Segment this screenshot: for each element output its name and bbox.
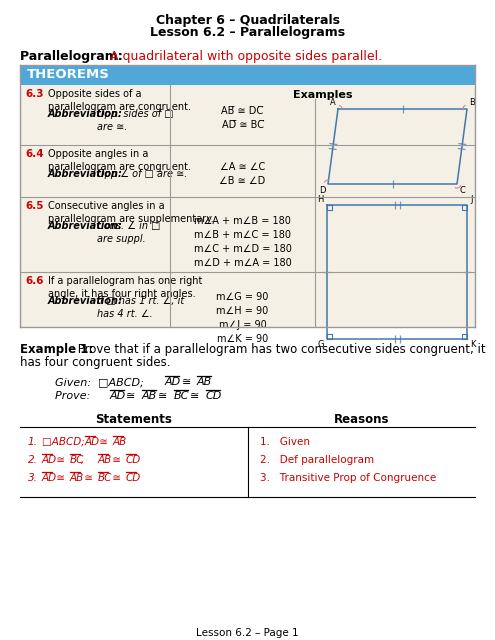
Text: 6.6: 6.6 bbox=[25, 276, 44, 286]
Text: ≅: ≅ bbox=[126, 391, 135, 401]
Text: Statements: Statements bbox=[96, 413, 172, 426]
Text: BC: BC bbox=[174, 391, 190, 401]
Bar bbox=[20, 85, 475, 327]
Text: 6.4: 6.4 bbox=[25, 149, 44, 159]
Text: 6.3: 6.3 bbox=[25, 89, 44, 99]
Text: G: G bbox=[317, 340, 324, 349]
Text: 3.: 3. bbox=[28, 473, 38, 483]
Text: ≅: ≅ bbox=[182, 377, 198, 387]
Text: J: J bbox=[470, 195, 473, 204]
Text: ∠A ≅ ∠C
∠B ≅ ∠D: ∠A ≅ ∠C ∠B ≅ ∠D bbox=[219, 162, 266, 186]
Text: CD: CD bbox=[126, 455, 141, 465]
Text: Lesson 6.2 – Page 1: Lesson 6.2 – Page 1 bbox=[196, 628, 299, 638]
Text: 2.: 2. bbox=[28, 455, 38, 465]
Text: CD: CD bbox=[206, 391, 222, 401]
Text: Chapter 6 – Quadrilaterals: Chapter 6 – Quadrilaterals bbox=[155, 14, 340, 27]
Text: Given:  □ABCD;: Given: □ABCD; bbox=[55, 377, 151, 387]
Text: BC: BC bbox=[70, 455, 84, 465]
Text: ,: , bbox=[81, 455, 91, 465]
Text: B: B bbox=[469, 98, 475, 107]
Text: AD: AD bbox=[42, 473, 57, 483]
Text: Opposite sides of a
parallelogram are congruent.: Opposite sides of a parallelogram are co… bbox=[48, 89, 191, 112]
Text: ≅: ≅ bbox=[109, 455, 125, 465]
Text: ≅: ≅ bbox=[158, 391, 167, 401]
Text: Abbreviation:: Abbreviation: bbox=[48, 169, 126, 179]
Text: Abbreviation:: Abbreviation: bbox=[48, 109, 126, 119]
Text: AD: AD bbox=[42, 455, 57, 465]
Text: If a parallelogram has one right
angle, it has four right angles.: If a parallelogram has one right angle, … bbox=[48, 276, 202, 299]
Text: m∠G = 90
m∠H = 90
m∠J = 90
m∠K = 90: m∠G = 90 m∠H = 90 m∠J = 90 m∠K = 90 bbox=[216, 291, 269, 344]
Text: AB: AB bbox=[98, 455, 112, 465]
Text: Opposite angles in a
parallelogram are congruent.: Opposite angles in a parallelogram are c… bbox=[48, 149, 191, 172]
Text: ≅: ≅ bbox=[96, 437, 111, 447]
Text: Lesson 6.2 – Parallelograms: Lesson 6.2 – Parallelograms bbox=[150, 26, 345, 39]
Text: AD: AD bbox=[165, 377, 181, 387]
Text: Abbreviation:: Abbreviation: bbox=[48, 221, 126, 231]
Text: A quadrilateral with opposite sides parallel.: A quadrilateral with opposite sides para… bbox=[110, 50, 382, 63]
Text: Prove:: Prove: bbox=[55, 391, 98, 401]
Text: ≅: ≅ bbox=[190, 391, 199, 401]
Text: 3.   Transitive Prop of Congruence: 3. Transitive Prop of Congruence bbox=[260, 473, 436, 483]
Text: Prove that if a parallelogram has two consecutive sides congruent, it: Prove that if a parallelogram has two co… bbox=[74, 343, 486, 356]
Text: AB: AB bbox=[197, 377, 212, 387]
Bar bbox=[20, 65, 475, 85]
Text: THEOREMS: THEOREMS bbox=[27, 68, 110, 81]
Text: AD: AD bbox=[110, 391, 126, 401]
Text: Parallelogram:: Parallelogram: bbox=[20, 50, 132, 63]
Text: ≅: ≅ bbox=[53, 473, 69, 483]
Text: AB: AB bbox=[142, 391, 157, 401]
Text: D: D bbox=[319, 186, 326, 195]
Text: AB: AB bbox=[112, 437, 127, 447]
Text: Examples: Examples bbox=[293, 90, 352, 100]
Text: CD: CD bbox=[126, 473, 141, 483]
Text: Example 1:: Example 1: bbox=[20, 343, 93, 356]
Text: K: K bbox=[470, 340, 476, 349]
Text: 1.   Given: 1. Given bbox=[260, 437, 310, 447]
Text: BC: BC bbox=[98, 473, 112, 483]
Text: AB: AB bbox=[70, 473, 84, 483]
Text: If □ has 1 rt. ∠, it
has 4 rt. ∠.: If □ has 1 rt. ∠, it has 4 rt. ∠. bbox=[97, 296, 184, 319]
Text: AB̅ ≅ DC̅
AD̅ ≅ BC̅: AB̅ ≅ DC̅ AD̅ ≅ BC̅ bbox=[221, 106, 263, 130]
Text: Cons. ∠ in □
are suppl.: Cons. ∠ in □ are suppl. bbox=[97, 221, 160, 244]
Text: Consecutive angles in a
parallelogram are supplementary.: Consecutive angles in a parallelogram ar… bbox=[48, 201, 214, 224]
Text: C: C bbox=[459, 186, 465, 195]
Text: 1.: 1. bbox=[28, 437, 38, 447]
Text: □ABCD;: □ABCD; bbox=[42, 437, 91, 447]
Text: H: H bbox=[318, 195, 324, 204]
Text: Reasons: Reasons bbox=[334, 413, 389, 426]
Text: A: A bbox=[330, 98, 336, 107]
Text: has four congruent sides.: has four congruent sides. bbox=[20, 356, 170, 369]
Text: ≅: ≅ bbox=[81, 473, 97, 483]
Text: ≅: ≅ bbox=[109, 473, 125, 483]
Text: 6.5: 6.5 bbox=[25, 201, 44, 211]
Text: Abbreviation:: Abbreviation: bbox=[48, 296, 126, 306]
Text: ≅: ≅ bbox=[53, 455, 69, 465]
Text: 2.   Def parallelogram: 2. Def parallelogram bbox=[260, 455, 374, 465]
Text: Opp ∠ of □ are ≅.: Opp ∠ of □ are ≅. bbox=[97, 169, 188, 179]
Text: m∠A + m∠B = 180
m∠B + m∠C = 180
m∠C + m∠D = 180
m∠D + m∠A = 180: m∠A + m∠B = 180 m∠B + m∠C = 180 m∠C + m∠… bbox=[194, 216, 292, 269]
Text: Opp. sides of □
are ≅.: Opp. sides of □ are ≅. bbox=[97, 109, 174, 132]
Text: AD: AD bbox=[85, 437, 99, 447]
